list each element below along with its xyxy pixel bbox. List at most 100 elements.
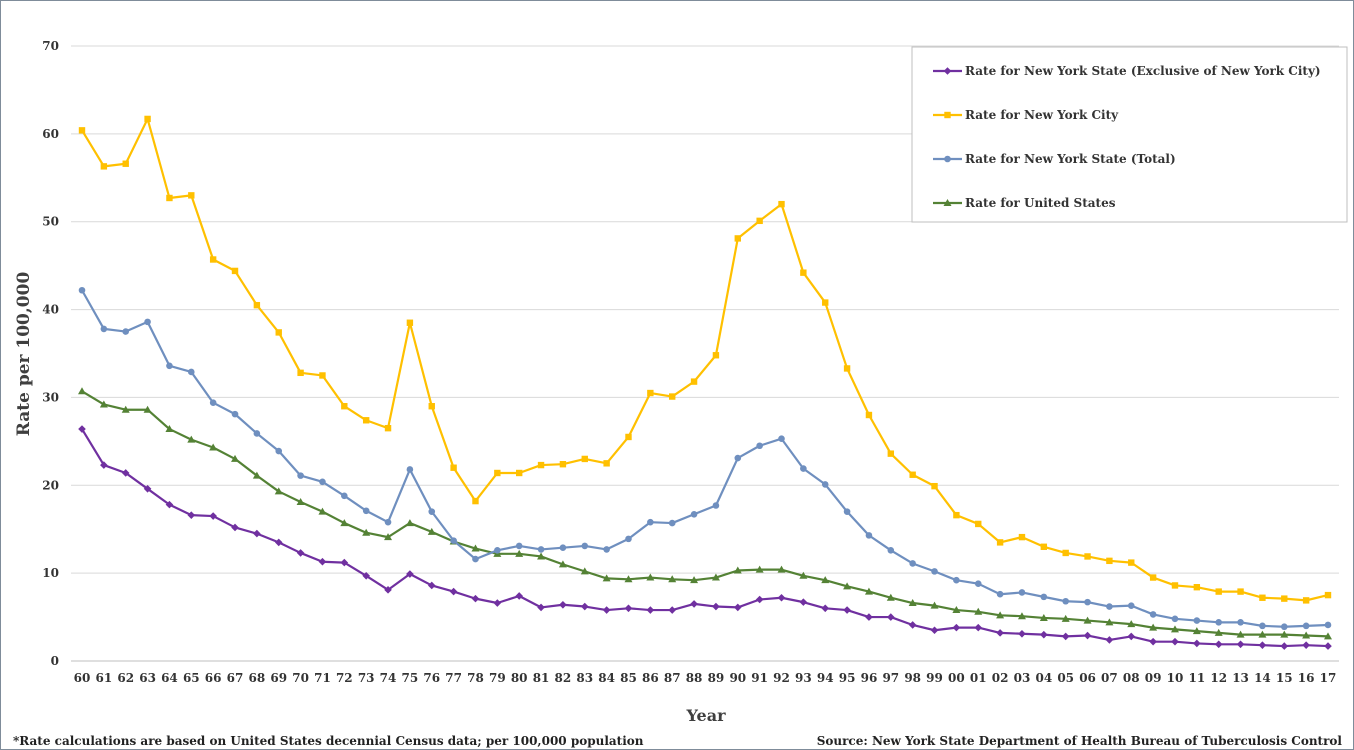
series-2-point-94 (821, 481, 829, 488)
x-tick-label-90: 90 (729, 671, 746, 685)
series-3-point-61 (99, 400, 108, 408)
series-2-point-02 (996, 590, 1004, 598)
series-0-point-75 (406, 570, 414, 578)
series-1-point-77 (450, 464, 457, 471)
series-3-point-13 (1236, 630, 1245, 638)
series-2-point-87 (668, 519, 676, 527)
series-0-point-00 (952, 623, 961, 632)
series-3-point-08 (1127, 620, 1136, 628)
series-0-point-83 (580, 602, 589, 611)
legend-swatch-marker-2 (944, 155, 951, 163)
series-1-point-78 (472, 497, 479, 505)
y-tick-label-10: 10 (42, 566, 59, 580)
series-0-point-78 (471, 594, 480, 603)
series-3-point-14 (1258, 630, 1267, 638)
series-1-point-03 (1018, 533, 1026, 541)
series-3-point-04 (1039, 613, 1048, 621)
series-1-point-09 (1149, 574, 1157, 581)
series-2-point-04 (1040, 593, 1048, 601)
series-0-point-68 (253, 529, 261, 538)
series-1-point-80 (515, 469, 523, 477)
y-axis-title: Rate per 100,000 (14, 272, 34, 437)
series-0-point-95 (843, 606, 851, 614)
series-1-point-68 (253, 301, 261, 309)
series-1-point-84 (603, 460, 610, 467)
series-2-point-66 (209, 399, 217, 407)
series-3-point-00 (952, 606, 961, 614)
x-tick-label-06: 06 (1079, 671, 1096, 685)
series-1-point-00 (953, 511, 960, 519)
series-2-point-71 (319, 478, 326, 486)
x-tick-label-61: 61 (96, 671, 113, 685)
series-3-point-81 (537, 552, 546, 560)
legend-items: Rate for New York State (Exclusive of Ne… (933, 64, 1321, 210)
series-1-point-83 (581, 455, 588, 463)
data-series (78, 115, 1332, 650)
x-tick-label-09: 09 (1145, 671, 1162, 685)
series-3-point-85 (624, 575, 633, 583)
series-0-point-80 (515, 592, 523, 600)
series-3-point-78 (471, 544, 480, 552)
series-3-point-66 (209, 443, 218, 451)
series-2-point-03 (1018, 589, 1026, 596)
y-tick-label-0: 0 (51, 654, 59, 668)
series-2-point-65 (187, 368, 195, 376)
series-1-point-12 (1215, 588, 1222, 595)
series-0-point-84 (602, 606, 611, 614)
series-2-point-90 (734, 454, 742, 462)
legend-swatch-marker-3 (943, 199, 952, 206)
series-0-point-67 (231, 523, 239, 532)
series-1-point-81 (537, 461, 545, 469)
x-tick-label-03: 03 (1014, 671, 1031, 685)
series-0-point-81 (537, 603, 545, 612)
series-1-point-82 (559, 461, 567, 468)
series-1-point-76 (428, 403, 435, 410)
x-tick-label-14: 14 (1254, 671, 1271, 685)
series-2-point-16 (1302, 622, 1310, 630)
series-1-point-08 (1128, 559, 1135, 566)
series-2-point-05 (1062, 597, 1069, 605)
legend-item-1: Rate for New York City (933, 108, 1119, 122)
series-2-point-15 (1280, 623, 1288, 631)
x-tick-label-10: 10 (1167, 671, 1184, 685)
series-3-point-83 (580, 567, 589, 575)
series-3-point-99 (930, 601, 939, 609)
series-line-1 (81, 117, 1329, 602)
x-tick-label-68: 68 (249, 671, 266, 685)
legend-item-3: Rate for United States (933, 196, 1116, 210)
series-1-point-94 (822, 299, 829, 306)
series-2-point-99 (931, 568, 938, 575)
series-3-point-82 (558, 560, 567, 568)
series-0-point-69 (274, 538, 283, 547)
series-3-point-93 (799, 571, 808, 579)
x-tick-label-89: 89 (708, 671, 725, 685)
series-0-point-05 (1061, 632, 1070, 641)
series-2-point-75 (406, 466, 414, 473)
x-tick-label-94: 94 (817, 671, 834, 685)
series-1-point-71 (319, 372, 326, 379)
series-1-point-95 (843, 365, 851, 372)
series-1-point-15 (1281, 595, 1288, 602)
series-1-point-16 (1302, 597, 1310, 604)
series-3-point-69 (274, 487, 283, 495)
x-tick-label-07: 07 (1101, 671, 1118, 685)
series-3-point-16 (1302, 631, 1311, 639)
series-3-point-96 (864, 587, 873, 595)
series-2-point-64 (166, 362, 173, 370)
series-0-point-09 (1149, 637, 1157, 646)
series-2-point-63 (144, 318, 151, 326)
series-3-point-89 (711, 573, 720, 581)
gridlines (71, 45, 1339, 662)
x-tick-label-80: 80 (511, 671, 528, 685)
series-0-point-14 (1258, 641, 1267, 649)
series-0-point-71 (318, 557, 327, 566)
x-tick-label-69: 69 (270, 671, 287, 685)
series-0-point-96 (865, 613, 873, 621)
series-0-point-74 (384, 586, 392, 594)
series-0-point-61 (100, 461, 108, 469)
x-tick-label-83: 83 (576, 671, 593, 685)
series-2-point-62 (122, 328, 130, 335)
series-1-point-91 (756, 217, 763, 225)
series-3-point-76 (427, 527, 436, 535)
